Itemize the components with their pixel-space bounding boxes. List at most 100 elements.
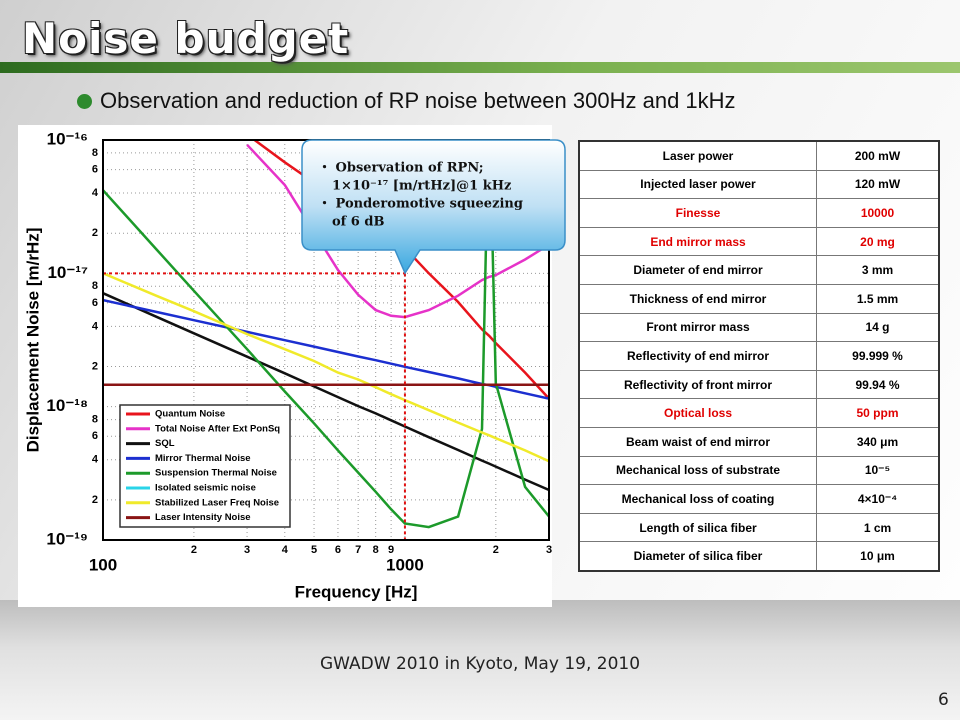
callout-text: ・ Observation of RPN; — [318, 161, 484, 176]
param-value: 1 cm — [816, 512, 940, 543]
table-row: Mechanical loss of coating 4×10⁻⁴ — [578, 484, 940, 514]
param-name: Front mirror mass — [578, 312, 817, 343]
param-value: 99.999 % — [816, 341, 940, 371]
param-value: 20 mg — [816, 226, 940, 257]
param-value: 200 mW — [816, 140, 940, 171]
legend-label: Quantum Noise — [155, 409, 225, 420]
x-tick-label: 6 — [335, 544, 341, 556]
x-tick-label: 4 — [282, 544, 289, 556]
y-tick-label: 8 — [92, 280, 98, 292]
y-tick-label: 4 — [92, 454, 99, 466]
table-row: Mechanical loss of substrate 10⁻⁵ — [578, 455, 940, 486]
x-tick-label: 2 — [191, 544, 197, 556]
x-tick-label: 9 — [388, 544, 394, 556]
y-tick-label: 6 — [92, 430, 98, 442]
legend-label: Mirror Thermal Noise — [155, 453, 251, 464]
x-tick-label: 3 — [244, 544, 250, 556]
table-row: Injected laser power 120 mW — [578, 169, 940, 200]
callout-text: 1×10⁻¹⁷ [m/rtHz]@1 kHz — [332, 179, 511, 194]
y-tick-label: 10⁻¹⁷ — [47, 263, 88, 282]
title-bar — [0, 62, 960, 73]
param-value: 10 μm — [816, 541, 940, 572]
table-row: Front mirror mass 14 g — [578, 312, 940, 343]
legend-label: Laser Intensity Noise — [155, 512, 251, 523]
param-name: Laser power — [578, 140, 817, 171]
x-tick-label: 2 — [493, 544, 499, 556]
x-tick-label: 3 — [546, 544, 552, 556]
y-tick-label: 10⁻¹⁸ — [46, 396, 88, 415]
table-row: Reflectivity of end mirror 99.999 % — [578, 341, 940, 371]
param-name: Thickness of end mirror — [578, 283, 817, 314]
bullet-dot — [77, 94, 92, 109]
callout-text: of 6 dB — [332, 215, 384, 230]
x-tick-label: 100 — [89, 555, 117, 574]
param-value: 50 ppm — [816, 398, 940, 428]
legend-label: Isolated seismic noise — [155, 483, 256, 494]
y-tick-label: 2 — [92, 227, 98, 239]
y-tick-label: 6 — [92, 163, 98, 175]
x-tick-label: 8 — [373, 544, 379, 556]
table-row: End mirror mass 20 mg — [578, 226, 940, 257]
bottom-band — [0, 600, 960, 720]
param-value: 1.5 mm — [816, 283, 940, 314]
y-tick-label: 4 — [92, 187, 99, 199]
legend-label: Suspension Thermal Noise — [155, 468, 277, 479]
series-line — [103, 272, 549, 463]
y-tick-label: 10⁻¹⁹ — [46, 529, 88, 548]
title: Noise budget — [22, 14, 350, 63]
legend-box — [119, 404, 291, 528]
param-name: Length of silica fiber — [578, 512, 817, 543]
footer: GWADW 2010 in Kyoto, May 19, 2010 — [319, 654, 641, 674]
param-name: End mirror mass — [578, 226, 817, 257]
legend-label: Total Noise After Ext PonSq — [155, 423, 280, 434]
legend-label: SQL — [155, 438, 175, 449]
param-name: Finesse — [578, 198, 817, 228]
param-name: Optical loss — [578, 398, 817, 428]
x-tick-label: 5 — [311, 544, 317, 556]
callout-bubble — [301, 139, 566, 275]
y-tick-label: 8 — [92, 413, 98, 425]
y-axis-label: Displacement Noise [m/rHz] — [23, 228, 42, 453]
x-axis-label: Frequency [Hz] — [295, 582, 418, 601]
bullet-text: Observation and reduction of RP noise be… — [100, 88, 736, 113]
table-row: Finesse 10000 — [578, 198, 940, 228]
param-value: 99.94 % — [816, 369, 940, 400]
y-tick-label: 6 — [92, 297, 98, 309]
table-row: Beam waist of end mirror 340 μm — [578, 426, 940, 457]
callout-text: ・ Ponderomotive squeezing — [318, 197, 523, 212]
x-tick-label: 1000 — [386, 555, 424, 574]
param-value: 10000 — [816, 198, 940, 228]
param-name: Diameter of end mirror — [578, 255, 817, 285]
param-name: Reflectivity of front mirror — [578, 369, 817, 400]
y-tick-label: 8 — [92, 147, 98, 159]
table-row: Diameter of end mirror 3 mm — [578, 255, 940, 285]
param-name: Mechanical loss of coating — [578, 484, 817, 514]
param-name: Beam waist of end mirror — [578, 426, 817, 457]
param-value: 10⁻⁵ — [816, 455, 940, 486]
param-value: 340 μm — [816, 426, 940, 457]
table-row: Laser power 200 mW — [578, 140, 940, 171]
table-row: Optical loss 50 ppm — [578, 398, 940, 428]
param-value: 14 g — [816, 312, 940, 343]
param-value: 3 mm — [816, 255, 940, 285]
param-name: Reflectivity of end mirror — [578, 341, 817, 371]
table-row: Length of silica fiber 1 cm — [578, 512, 940, 543]
param-name: Injected laser power — [578, 169, 817, 200]
page-number: 6 — [938, 690, 949, 710]
series-line — [103, 292, 549, 492]
param-name: Mechanical loss of substrate — [578, 455, 817, 486]
y-tick-label: 10⁻¹⁶ — [47, 129, 88, 148]
table-row: Thickness of end mirror 1.5 mm — [578, 283, 940, 314]
y-tick-label: 2 — [92, 360, 98, 372]
parameter-table: Laser power 200 mW Injected laser power 120… — [578, 140, 940, 572]
x-tick-label: 7 — [355, 544, 361, 556]
y-tick-label: 2 — [92, 494, 98, 506]
y-tick-label: 4 — [92, 320, 99, 332]
param-value: 4×10⁻⁴ — [816, 484, 940, 514]
table-row: Diameter of silica fiber 10 μm — [578, 541, 940, 572]
legend-label: Stabilized Laser Freq Noise — [155, 497, 279, 508]
param-name: Diameter of silica fiber — [578, 541, 817, 572]
param-value: 120 mW — [816, 169, 940, 200]
